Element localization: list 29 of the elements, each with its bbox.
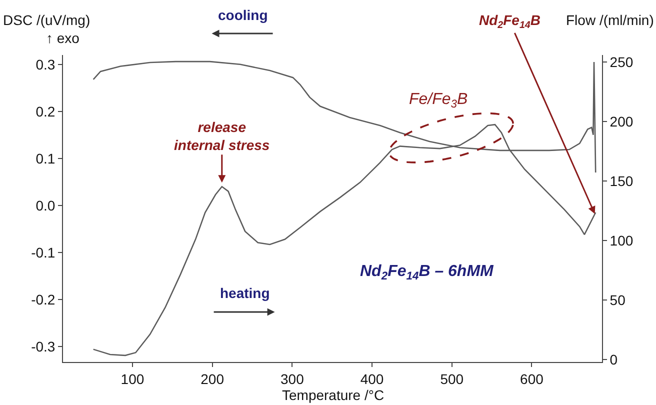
y-tick-label: 0.2 [36, 103, 56, 120]
x-tick-label: 600 [520, 370, 544, 387]
y2-tick-label: 0 [610, 352, 618, 368]
annotation: Nd$_{2}$Fe$_{14}$B – 6hMM [360, 263, 494, 282]
x-axis-title: Temperature /°C [282, 387, 384, 403]
y2-tick-label: 150 [610, 173, 634, 190]
y2-axis-title: Flow /(ml/min) [566, 12, 654, 28]
y-tick-label: 0.1 [36, 150, 56, 166]
y-tick-label: -0.1 [31, 244, 56, 260]
y-tick-label: 0.0 [36, 197, 56, 214]
annotation: heating [220, 285, 270, 301]
y2-tick-label: 100 [610, 232, 634, 249]
text: cooling [218, 7, 268, 23]
y2-tick-label: 200 [610, 114, 634, 130]
y-tick-label: -0.3 [31, 338, 56, 354]
y-axis-title: DSC /(uV/mg) [3, 12, 90, 28]
x-tick-label: 500 [440, 370, 464, 387]
y2-tick-label: 50 [610, 292, 626, 308]
y2-tick-label: 250 [610, 54, 634, 70]
annotation: release internal stress [174, 119, 270, 154]
annotation: Fe/Fe$_{3}$B [409, 91, 468, 110]
x-tick-label: 100 [120, 370, 144, 387]
x-tick-label: 400 [360, 370, 384, 387]
x-tick-label: 300 [280, 370, 304, 387]
y-tick-label: -0.2 [31, 291, 56, 308]
y-tick-label: 0.3 [36, 56, 56, 72]
annotation: Nd$_{2}$Fe$_{14}$B [479, 12, 540, 31]
text: ↑ exo [46, 30, 80, 46]
x-tick-label: 200 [200, 370, 224, 387]
